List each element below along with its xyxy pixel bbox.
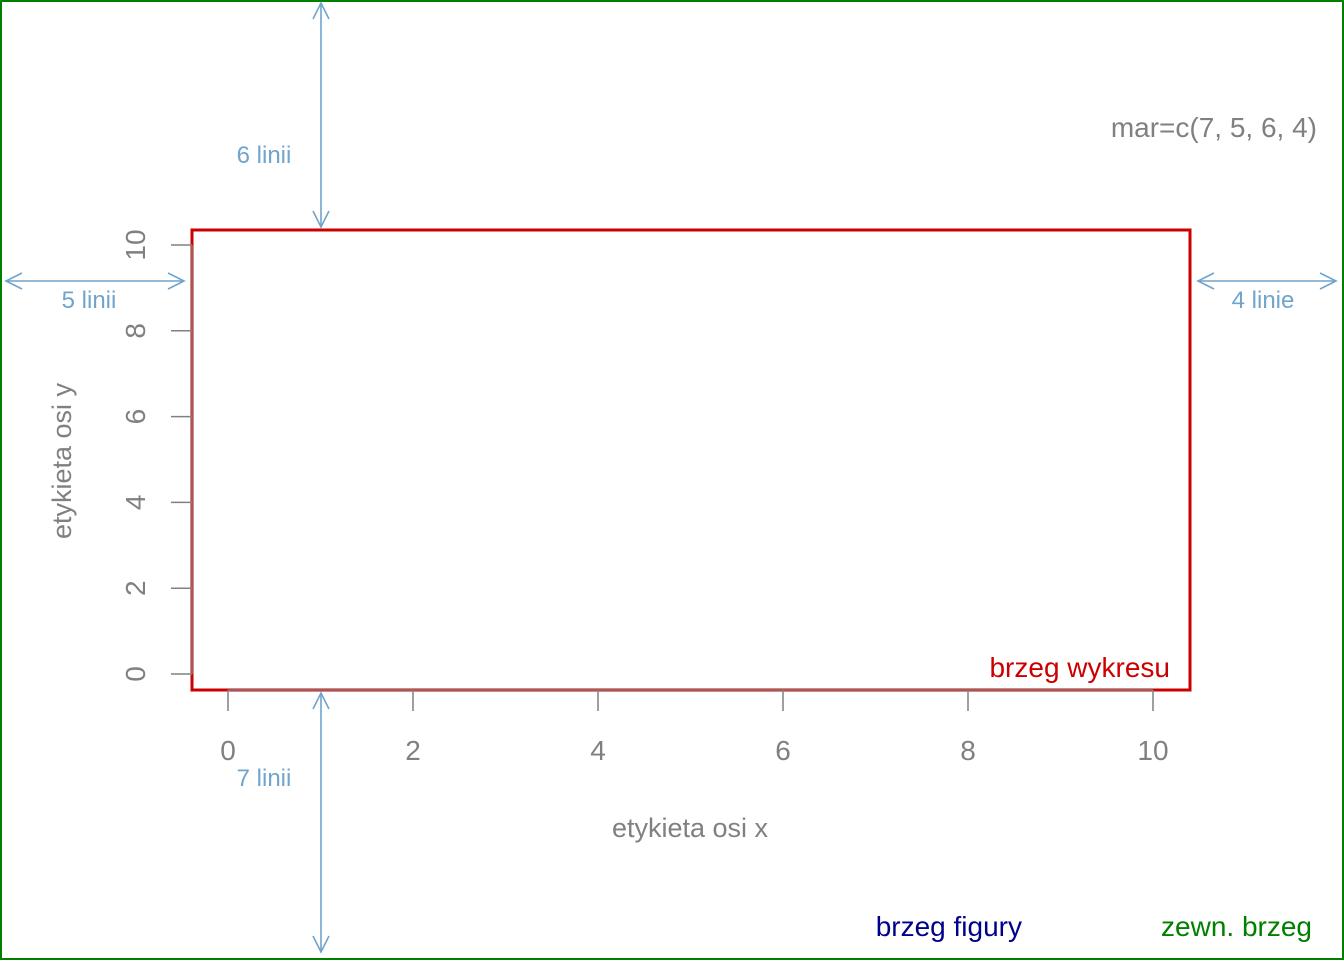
x-ticks: 0 2 4 6 8 10 [220,690,1169,766]
margin-setting-label: mar=c(7, 5, 6, 4) [1111,112,1317,143]
x-tick-label: 8 [960,735,976,766]
y-tick-label: 10 [120,229,151,260]
bottom-margin-label: 7 linii [237,765,292,792]
x-tick-label: 10 [1137,735,1168,766]
y-tick-label: 6 [120,409,151,425]
x-axis-label: etykieta osi x [612,813,769,843]
x-tick-label: 0 [220,735,236,766]
x-tick-label: 2 [405,735,421,766]
x-tick-label: 4 [590,735,606,766]
y-tick-label: 4 [120,495,151,511]
figure-region-label: brzeg figury [876,911,1022,942]
y-tick-label: 2 [120,580,151,596]
y-tick-label: 8 [120,323,151,339]
left-margin-label: 5 linii [62,287,117,314]
top-margin-label: 6 linii [237,142,292,169]
right-margin-label: 4 linie [1232,287,1295,314]
y-axis-label: etykieta osi y [47,382,77,539]
plot-region-label: brzeg wykresu [989,652,1170,683]
x-tick-label: 6 [775,735,791,766]
plot-border [190,228,1192,692]
y-ticks: 0 2 4 6 8 10 [120,229,192,682]
y-tick-label: 0 [120,666,151,682]
outer-region-label: zewn. brzeg [1161,911,1312,942]
